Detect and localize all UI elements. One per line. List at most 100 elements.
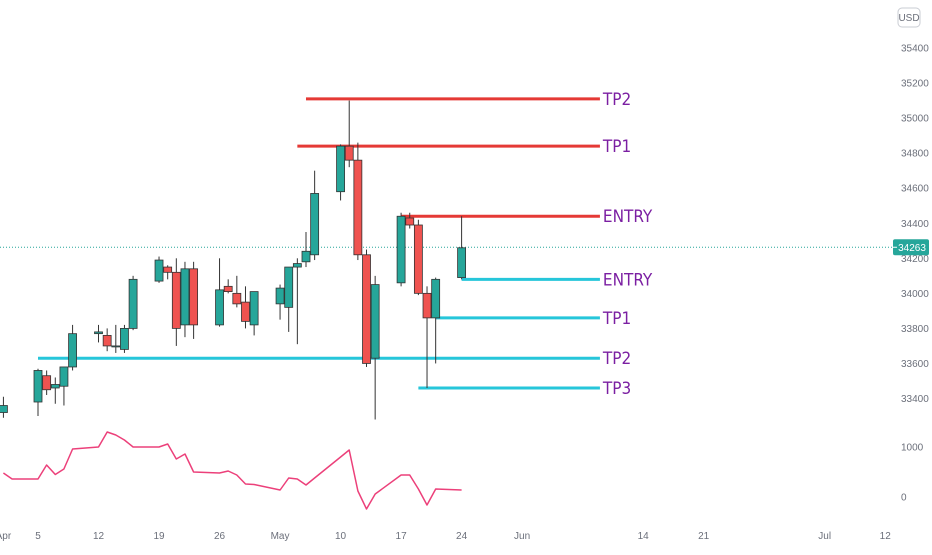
currency-badge[interactable] [897, 7, 921, 28]
candle[interactable] [215, 258, 224, 327]
time-tick-label: 19 [153, 531, 165, 542]
candle[interactable] [223, 279, 233, 294]
price-tick-label: 35400 [901, 44, 929, 55]
time-axis[interactable]: Apr 5 12 19 26 May 10 17 24 Jun 14 21 Jul 12 [0, 531, 891, 542]
candle[interactable] [94, 324, 103, 343]
candle[interactable] [292, 258, 302, 345]
candle-body [405, 217, 415, 226]
candle-body [336, 145, 345, 193]
candle[interactable] [413, 219, 423, 296]
candle[interactable] [59, 366, 69, 406]
candles-layer [0, 100, 467, 420]
candle[interactable] [180, 261, 190, 338]
price-tick-label: 35000 [901, 114, 929, 125]
candle-body [111, 345, 121, 348]
candle-body [310, 193, 320, 256]
candle-body [189, 268, 199, 326]
price-tick-label: 34800 [901, 149, 929, 160]
candle[interactable] [370, 275, 380, 420]
last-price-tag[interactable] [893, 239, 929, 256]
level-label: TP3 [602, 379, 631, 399]
candle[interactable] [336, 144, 345, 201]
candle[interactable] [422, 286, 432, 388]
oscillator-tick-label: 0 [901, 493, 907, 504]
candle-body [362, 254, 371, 364]
candle[interactable] [0, 396, 8, 418]
time-tick-label: 26 [214, 531, 226, 542]
candle-body [0, 405, 8, 413]
time-tick-label: 24 [456, 531, 468, 542]
candle[interactable] [301, 232, 311, 268]
candle-body [163, 266, 173, 273]
time-tick-label: Apr [0, 531, 12, 542]
candle[interactable] [171, 258, 181, 346]
candle[interactable] [310, 170, 320, 261]
candle-body [42, 375, 52, 391]
candle[interactable] [457, 216, 467, 280]
candle[interactable] [362, 249, 371, 367]
candle[interactable] [128, 275, 138, 331]
candle-body [396, 215, 406, 284]
candle-body [33, 370, 43, 403]
candle-body [102, 335, 112, 347]
candle-body [413, 224, 423, 294]
candle[interactable] [249, 291, 259, 336]
candle-body [215, 289, 224, 326]
candle[interactable] [102, 328, 112, 352]
candle-body [370, 284, 380, 359]
last-price-label: 34263 [898, 243, 926, 254]
candle-body [292, 263, 302, 268]
time-tick-label: 21 [698, 531, 710, 542]
candle-body [171, 271, 181, 329]
candle-body [120, 327, 129, 350]
time-tick-label: 17 [396, 531, 408, 542]
level-label: TP2 [602, 349, 631, 369]
time-tick-label: May [271, 531, 290, 542]
candle[interactable] [232, 275, 242, 308]
candle[interactable] [189, 261, 199, 339]
candle[interactable] [42, 370, 52, 395]
candle-body [249, 291, 259, 326]
candle[interactable] [163, 265, 173, 280]
candle-body [59, 366, 69, 387]
price-tick-label: 34000 [901, 289, 929, 300]
candle[interactable] [284, 266, 294, 332]
candle[interactable] [241, 286, 250, 329]
candle[interactable] [120, 324, 129, 353]
candle-body [241, 301, 250, 322]
level-label: TP1 [602, 309, 631, 329]
candle-body [284, 266, 294, 308]
candle[interactable] [154, 256, 164, 283]
time-tick-label: Jun [514, 531, 530, 542]
price-tick-label: 35200 [901, 79, 929, 90]
candle[interactable] [68, 324, 77, 371]
candle[interactable] [50, 377, 60, 404]
price-tick-label: 33600 [901, 359, 929, 370]
candle[interactable] [275, 284, 285, 320]
candle-body [422, 292, 432, 319]
candle[interactable] [344, 100, 354, 168]
candle-body [68, 333, 77, 368]
candle-body [275, 287, 285, 305]
price-axis[interactable]: USD 33400 33600 33800 34000 34200 34400 34600 3… [893, 7, 929, 504]
candle[interactable] [405, 212, 415, 229]
candle[interactable] [111, 324, 121, 353]
price-tick-label: 34600 [901, 184, 929, 195]
price-tick-label: 34400 [901, 219, 929, 230]
price-tick-label: 34200 [901, 254, 929, 265]
candle[interactable] [431, 277, 441, 364]
candle-body [431, 278, 441, 319]
candle-body [223, 285, 233, 292]
candle-body [128, 278, 138, 329]
time-tick-label: 12 [880, 531, 892, 542]
candle[interactable] [396, 212, 406, 287]
time-tick-label: 14 [638, 531, 650, 542]
candle-body [353, 159, 363, 256]
candle[interactable] [353, 142, 363, 261]
oscillator-line[interactable] [2, 431, 462, 510]
candle[interactable] [33, 368, 43, 417]
candle-body [301, 250, 311, 263]
time-tick-label: 12 [93, 531, 105, 542]
